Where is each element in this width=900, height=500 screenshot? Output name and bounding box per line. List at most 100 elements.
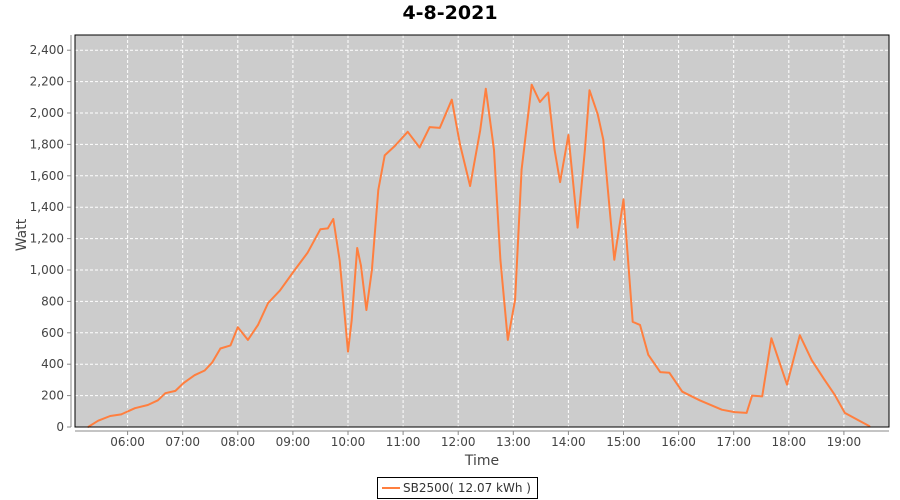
data-point — [559, 181, 561, 183]
x-tick-label: 19:00 — [827, 435, 862, 449]
data-point — [751, 394, 753, 397]
y-tick-label: 600 — [41, 326, 64, 340]
data-point — [514, 299, 516, 301]
data-point — [530, 83, 533, 86]
data-point — [293, 269, 296, 271]
data-point — [596, 113, 599, 116]
data-point — [394, 145, 396, 147]
data-point — [134, 407, 136, 409]
data-point — [428, 126, 431, 128]
y-tick-label: 200 — [41, 389, 64, 403]
data-point — [761, 395, 763, 398]
data-point — [306, 251, 309, 254]
data-point — [681, 390, 684, 393]
data-point — [459, 143, 461, 146]
data-point — [338, 259, 341, 262]
x-tick-label: 11:00 — [386, 435, 421, 449]
data-point — [267, 302, 269, 304]
x-tick-label: 13:00 — [496, 435, 531, 449]
data-point — [547, 91, 549, 94]
data-point — [733, 411, 736, 413]
x-tick-label: 14:00 — [551, 435, 586, 449]
data-point — [97, 419, 100, 422]
x-tick-label: 15:00 — [606, 435, 641, 449]
data-point — [698, 399, 701, 402]
data-point — [639, 324, 641, 326]
y-tick-label: 0 — [56, 420, 64, 434]
y-tick-label: 1,000 — [30, 263, 64, 277]
y-tick-label: 1,800 — [30, 137, 64, 151]
x-tick-label: 06:00 — [110, 435, 145, 449]
legend-swatch — [382, 487, 400, 489]
data-point — [484, 87, 487, 90]
data-point — [770, 337, 773, 340]
data-point — [499, 258, 502, 261]
data-point — [157, 399, 159, 402]
data-point — [786, 383, 788, 386]
data-point — [450, 98, 453, 101]
data-point — [493, 149, 495, 151]
data-point — [584, 149, 586, 151]
data-point — [856, 419, 859, 421]
data-point — [182, 382, 185, 384]
data-point — [164, 392, 167, 395]
data-point — [406, 131, 409, 133]
plot-area — [75, 35, 889, 427]
data-point — [120, 413, 122, 416]
x-tick-label: 16:00 — [661, 435, 696, 449]
x-axis-label: Time — [464, 453, 499, 469]
data-point — [237, 326, 239, 329]
data-point — [326, 227, 329, 230]
plot-border — [74, 34, 890, 428]
data-point — [668, 372, 671, 374]
y-axis-label: Watt — [14, 218, 30, 251]
x-tick-label: 09:00 — [276, 435, 311, 449]
data-point — [647, 353, 650, 356]
data-point — [469, 185, 471, 187]
x-tick-label: 07:00 — [165, 435, 200, 449]
data-point — [576, 226, 579, 229]
data-point — [383, 154, 386, 157]
chart-title: 4-8-2021 — [402, 2, 498, 24]
data-point — [174, 390, 177, 392]
data-point — [418, 146, 421, 149]
data-point — [622, 198, 625, 201]
y-tick-label: 1,600 — [30, 169, 64, 183]
data-point — [567, 134, 570, 136]
data-point — [479, 129, 482, 132]
data-point — [371, 269, 373, 271]
x-tick-label: 17:00 — [716, 435, 751, 449]
data-point — [229, 344, 232, 347]
data-point — [602, 138, 605, 141]
data-point — [613, 258, 616, 261]
data-point — [147, 404, 149, 406]
data-point — [520, 168, 523, 171]
data-point — [109, 415, 111, 417]
data-point — [347, 350, 349, 353]
data-point — [799, 334, 801, 336]
data-point — [360, 264, 362, 267]
data-point — [539, 101, 541, 103]
data-point — [659, 371, 662, 373]
y-tick-label: 1,200 — [30, 232, 64, 246]
data-point — [365, 309, 368, 311]
x-tick-label: 08:00 — [221, 435, 256, 449]
data-point — [823, 379, 826, 381]
data-point — [439, 127, 441, 129]
data-point — [332, 218, 335, 220]
data-point — [211, 361, 213, 364]
y-tick-label: 800 — [41, 294, 64, 308]
data-point — [219, 347, 222, 350]
data-point — [377, 189, 380, 191]
data-point — [319, 228, 322, 230]
y-tick-label: 400 — [41, 357, 64, 371]
x-tick-label: 18:00 — [772, 435, 807, 449]
data-point — [257, 324, 259, 326]
y-tick-label: 2,400 — [30, 43, 64, 57]
data-point — [553, 149, 556, 151]
x-tick-label: 10:00 — [331, 435, 366, 449]
data-point — [247, 339, 249, 341]
legend-label: SB2500( 12.07 kWh ) — [403, 481, 531, 495]
data-point — [720, 408, 723, 411]
